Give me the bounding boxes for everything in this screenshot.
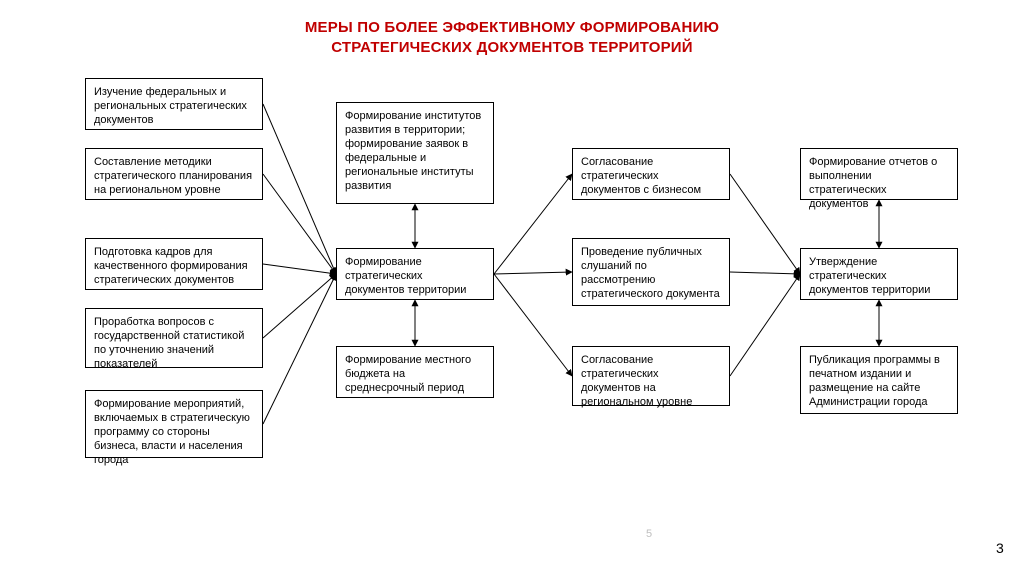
flow-node-n11: Согласование стратегических документов н… <box>572 346 730 406</box>
flow-node-n14: Публикация программы в печатном издании … <box>800 346 958 414</box>
edge-n11-n13 <box>730 274 800 376</box>
flow-node-n3: Подготовка кадров для качественного форм… <box>85 238 263 290</box>
flow-node-n9: Согласование стратегических документов с… <box>572 148 730 200</box>
flow-node-n10: Проведение публичных слушаний по рассмот… <box>572 238 730 306</box>
diagram-title: МЕРЫ ПО БОЛЕЕ ЭФФЕКТИВНОМУ ФОРМИРОВАНИЮ … <box>0 18 1024 59</box>
title-line-2: СТРАТЕГИЧЕСКИХ ДОКУМЕНТОВ ТЕРРИТОРИЙ <box>331 39 693 56</box>
edge-n10-n13 <box>730 272 800 274</box>
page-number-main: 3 <box>996 540 1004 556</box>
flow-node-n2: Составление методики стратегического пла… <box>85 148 263 200</box>
edge-n4-n7 <box>263 274 336 338</box>
title-line-1: МЕРЫ ПО БОЛЕЕ ЭФФЕКТИВНОМУ ФОРМИРОВАНИЮ <box>305 19 719 36</box>
edge-n7-n10 <box>494 272 572 274</box>
flow-node-n4: Проработка вопросов с государственной ст… <box>85 308 263 368</box>
edge-n2-n7 <box>263 174 336 274</box>
edge-n7-n11 <box>494 274 572 376</box>
edge-n5-n7 <box>263 274 336 424</box>
flow-node-n8: Формирование местного бюджета на среднес… <box>336 346 494 398</box>
edge-n9-n13 <box>730 174 800 274</box>
flow-node-n1: Изучение федеральных и региональных стра… <box>85 78 263 130</box>
flow-node-n12: Формирование отчетов о выполнении страте… <box>800 148 958 200</box>
page-number-sub: 5 <box>646 528 652 540</box>
flow-node-n7: Формирование стратегических документов т… <box>336 248 494 300</box>
edge-n1-n7 <box>263 104 336 274</box>
flow-node-n6: Формирование институтов развития в терри… <box>336 102 494 204</box>
edge-n7-n9 <box>494 174 572 274</box>
flow-node-n5: Формирование мероприятий, включаемых в с… <box>85 390 263 458</box>
flow-node-n13: Утверждение стратегических документов те… <box>800 248 958 300</box>
edge-n3-n7 <box>263 264 336 274</box>
